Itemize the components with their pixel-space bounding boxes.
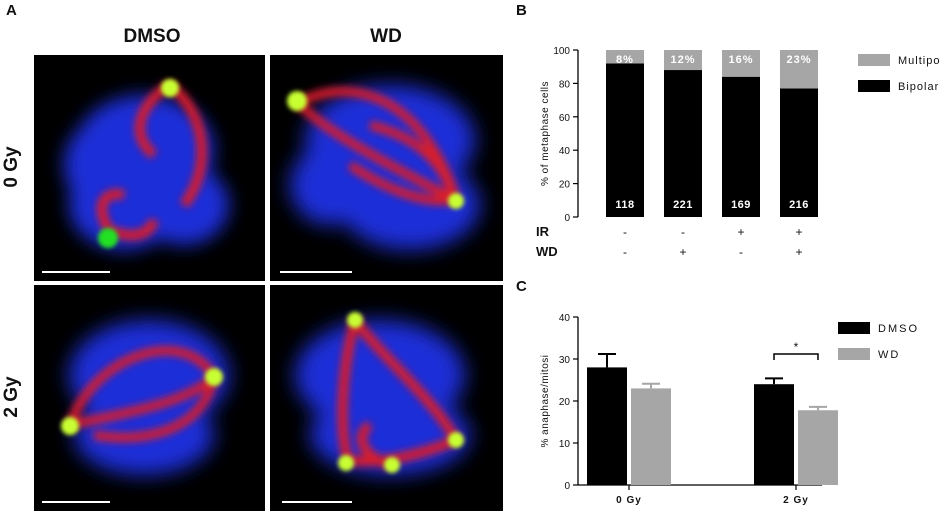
row-header-2gy: 2 Gy [1, 376, 22, 418]
condition-label-wd: WD [536, 244, 558, 259]
micrograph-dmso-0gy [34, 55, 265, 281]
y-tick-label: 0 [564, 481, 570, 492]
scale-bar [282, 501, 352, 503]
y-tick-label: 20 [559, 397, 571, 408]
panel-a-letter: A [6, 2, 17, 19]
bar-multipolar [606, 50, 644, 64]
y-tick-label: 40 [559, 313, 571, 324]
cell-count-label: 169 [731, 199, 751, 211]
y-tick-label: 30 [559, 355, 571, 366]
y-tick-label: 0 [564, 213, 570, 224]
condition-symbol: + [795, 225, 802, 239]
y-tick-label: 40 [559, 146, 571, 157]
panel-b-letter: B [516, 2, 527, 19]
condition-symbol: + [737, 225, 744, 239]
bar-multipolar [722, 50, 760, 77]
chart-b-stacked-bar: 0 20 40 60 80 100 % of metaphase cells 8% 118 - - 1… [536, 46, 940, 259]
significance-star: * [794, 340, 799, 354]
y-axis-label: % anaphase/mitosi [540, 355, 551, 448]
scale-bar [280, 271, 352, 273]
cell-count-label: 216 [789, 199, 809, 211]
condition-symbol: + [679, 245, 686, 259]
cell-count-label: 221 [673, 199, 693, 211]
bar-bipolar [780, 88, 818, 217]
bar-wd [631, 388, 671, 485]
column-header-dmso: DMSO [123, 26, 181, 47]
y-tick-label: 80 [559, 79, 571, 90]
legend-swatch-bipolar [858, 80, 890, 92]
y-tick-label: 20 [559, 180, 571, 191]
legend-label-bipolar: Bipolar [898, 81, 939, 93]
cell-count-label: 118 [615, 199, 634, 211]
legend-label-wd: WD [878, 349, 900, 361]
column-header-wd: WD [370, 26, 402, 47]
condition-symbol: - [623, 245, 627, 259]
condition-symbol: - [681, 225, 685, 239]
multipolar-percent-label: 8% [616, 54, 634, 66]
y-tick-label: 60 [559, 113, 571, 124]
multipolar-percent-label: 23% [786, 54, 811, 66]
y-axis-label: % of metaphase cells [540, 81, 551, 186]
y-tick-label: 10 [559, 439, 571, 450]
y-tick-label: 100 [553, 46, 570, 57]
multipolar-percent-label: 12% [670, 54, 695, 66]
condition-symbol: - [623, 225, 627, 239]
bar-bipolar [664, 70, 702, 217]
bar-multipolar [780, 50, 818, 89]
x-tick-label: 0 Gy [616, 495, 642, 506]
multipolar-percent-label: 16% [728, 54, 753, 66]
legend-label-multipolar: Multipolar [898, 55, 940, 67]
x-tick-label: 2 Gy [783, 495, 809, 506]
bar-bipolar [606, 63, 644, 217]
legend-swatch-wd [838, 348, 870, 360]
legend-label-dmso: DMSO [878, 323, 919, 335]
row-header-0gy: 0 Gy [1, 146, 22, 188]
micrograph-dmso-2gy [34, 285, 265, 511]
condition-symbol: - [739, 245, 743, 259]
micrograph-wd-2gy [270, 285, 503, 511]
legend-swatch-dmso [838, 322, 870, 334]
panel-c-letter: C [516, 278, 527, 295]
micrograph-wd-0gy [270, 55, 503, 281]
bar-bipolar [722, 76, 760, 217]
bar-dmso [587, 367, 627, 485]
bar-multipolar [664, 50, 702, 71]
scale-bar [42, 271, 110, 273]
legend-swatch-multipolar [858, 54, 890, 66]
condition-label-ir: IR [536, 224, 550, 239]
chart-c-bar: 0 10 20 30 40 % anaphase/mitosi 0 Gy 2 Gy * DMSO W… [540, 313, 919, 506]
scale-bar [42, 501, 110, 503]
bar-dmso [754, 384, 794, 485]
condition-symbol: + [795, 245, 802, 259]
bar-wd [798, 410, 838, 485]
significance-bracket [773, 353, 819, 360]
